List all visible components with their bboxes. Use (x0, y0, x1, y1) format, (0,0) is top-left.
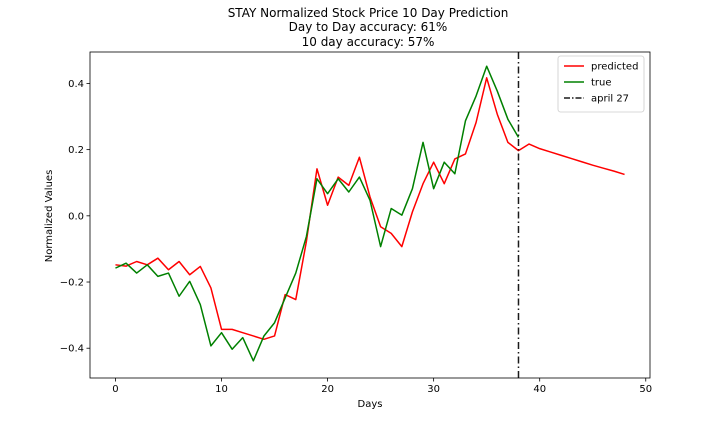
x-tick-label: 40 (533, 384, 546, 395)
x-tick-label: 10 (215, 384, 228, 395)
legend-label-predicted: predicted (591, 62, 638, 73)
y-tick-label: 0.2 (68, 145, 84, 156)
title-line-1: STAY Normalized Stock Price 10 Day Predi… (228, 6, 509, 20)
y-axis-label: Normalized Values (44, 170, 55, 263)
series-line-true (115, 65, 520, 362)
legend: predicted true april 27 (557, 55, 645, 113)
x-tick-label: 0 (112, 384, 118, 395)
legend-label-true: true (591, 78, 612, 89)
y-tick-label: −0.4 (60, 344, 84, 355)
axes-frame (89, 51, 651, 379)
x-tick-label: 50 (639, 384, 652, 395)
x-axis-label: Days (358, 399, 383, 410)
y-tick-label: 0.0 (68, 211, 84, 222)
plot-area (115, 52, 625, 378)
axes: 0 10 20 30 40 50 −0.4 −0.2 0.0 0.2 0.4 (60, 51, 652, 395)
y-tick-label: −0.2 (60, 278, 84, 289)
legend-label-april-27: april 27 (591, 94, 629, 105)
title-line-3: 10 day accuracy: 57% (302, 35, 435, 49)
title-line-2: Day to Day accuracy: 61% (289, 20, 448, 34)
x-tick-label: 30 (427, 384, 440, 395)
chart-title: STAY Normalized Stock Price 10 Day Predi… (228, 6, 509, 49)
y-tick-label: 0.4 (68, 79, 84, 90)
series-line-predicted (115, 77, 625, 341)
x-tick-label: 20 (321, 384, 334, 395)
